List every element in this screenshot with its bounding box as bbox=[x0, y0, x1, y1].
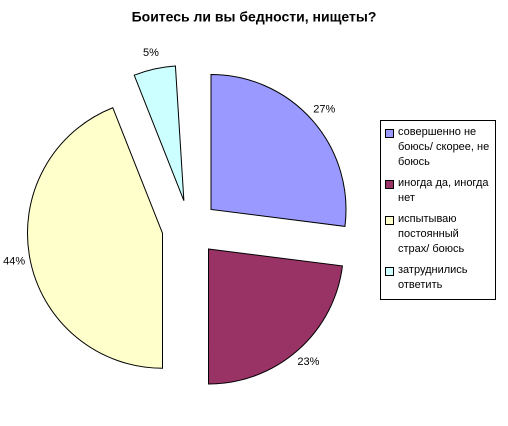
legend-label: совершенно не боюсь/ скорее, не боюсь bbox=[398, 126, 490, 168]
legend-item: иногда да, иногда нет bbox=[385, 176, 493, 206]
legend-label: испытываю постоянный страх/ боюсь bbox=[398, 213, 465, 255]
legend-label: иногда да, иногда нет bbox=[398, 177, 489, 204]
legend-item: испытываю постоянный страх/ боюсь bbox=[385, 212, 493, 257]
pie-slice bbox=[208, 248, 344, 385]
legend-item: затруднились ответить bbox=[385, 263, 493, 293]
legend: совершенно не боюсь/ скорее, не боюсь ино… bbox=[380, 120, 496, 300]
legend-swatch bbox=[385, 216, 394, 225]
data-label: 23% bbox=[297, 356, 319, 368]
legend-label: затруднились ответить bbox=[398, 264, 468, 291]
legend-swatch bbox=[385, 267, 394, 276]
pie-slice bbox=[133, 65, 185, 201]
data-label: 44% bbox=[3, 255, 25, 267]
data-label: 27% bbox=[313, 104, 335, 116]
legend-swatch bbox=[385, 180, 394, 189]
data-label: 5% bbox=[143, 47, 159, 59]
legend-swatch bbox=[385, 129, 394, 138]
pie-slice bbox=[27, 107, 163, 369]
pie-slice bbox=[210, 73, 347, 227]
legend-item: совершенно не боюсь/ скорее, не боюсь bbox=[385, 125, 493, 170]
chart-title: Боитесь ли вы бедности, нищеты? bbox=[132, 9, 377, 25]
